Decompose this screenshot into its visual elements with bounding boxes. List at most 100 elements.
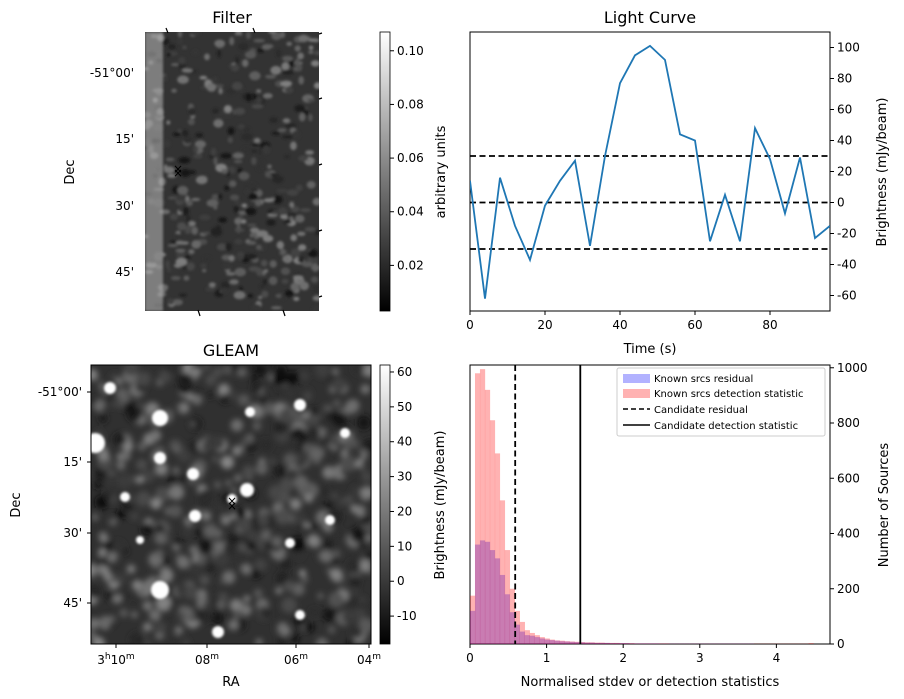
histogram-bar-residual	[634, 643, 640, 644]
gleam-noise-blob	[109, 576, 117, 584]
gleam-source	[212, 626, 224, 638]
filter-noise-blob	[251, 149, 257, 153]
filter-noise-blob	[234, 267, 246, 277]
gleam-noise-blob	[276, 571, 289, 585]
gleam-x-tick: 04m	[357, 652, 381, 667]
gleam-noise-blob	[92, 637, 105, 644]
gleam-noise-blob	[99, 615, 112, 628]
light-curve-y-tick: -20	[837, 227, 857, 241]
filter-noise-blob	[171, 88, 177, 93]
filter-noise-blob	[216, 243, 227, 251]
filter-noise-blob	[191, 226, 198, 235]
histogram-bar-detection	[629, 643, 635, 644]
filter-noise-blob	[256, 166, 263, 171]
gleam-source	[104, 382, 116, 394]
filter-noise-blob	[223, 105, 232, 114]
filter-noise-blob	[308, 50, 314, 54]
filter-noise-blob	[234, 228, 245, 232]
light-curve-x-tick: 80	[762, 318, 777, 332]
gleam-noise-blob	[285, 371, 300, 385]
filter-noise-blob	[301, 261, 313, 268]
histogram-bar-residual	[574, 642, 580, 644]
filter-noise-blob	[295, 184, 303, 192]
filter-noise-blob	[200, 263, 207, 268]
filter-colorbar-label: arbitrary units	[434, 125, 449, 218]
filter-noise-blob	[307, 257, 312, 262]
gleam-colorbar-tick: 30	[397, 470, 412, 484]
filter-noise-blob	[164, 166, 175, 174]
filter-y-tick: 30'	[115, 199, 134, 213]
light-curve-x-tick: 40	[612, 318, 627, 332]
light-curve-y-tick: 40	[837, 134, 852, 148]
filter-noise-blob	[298, 34, 309, 43]
legend-label-candidate-detection: Candidate detection statistic	[654, 421, 798, 432]
gleam-noise-blob	[359, 596, 366, 603]
filter-noise-blob	[222, 262, 232, 270]
filter-noise-blob	[220, 287, 228, 295]
filter-noise-blob	[233, 291, 246, 300]
gleam-noise-blob	[245, 365, 256, 373]
filter-noise-blob	[282, 256, 290, 262]
histogram-bar-detection	[479, 369, 486, 644]
gleam-noise-blob	[151, 567, 162, 579]
filter-noise-blob	[280, 32, 286, 39]
gleam-noise-blob	[116, 473, 133, 490]
filter-noise-blob	[177, 32, 183, 38]
filter-noise-blob	[238, 171, 250, 181]
gleam-noise-blob	[195, 608, 210, 624]
gleam-noise-blob	[315, 365, 331, 379]
gleam-noise-blob	[293, 513, 306, 527]
gleam-noise-blob	[172, 467, 180, 474]
gleam-noise-blob	[186, 613, 196, 623]
gleam-y-tick: -51°00'	[38, 385, 82, 399]
gleam-noise-blob	[304, 388, 312, 397]
filter-noise-blob	[299, 281, 309, 291]
filter-noise-blob	[282, 69, 294, 76]
filter-noise-blob	[181, 68, 193, 73]
gleam-noise-blob	[123, 401, 138, 416]
gleam-noise-blob	[199, 575, 210, 586]
gleam-noise-blob	[201, 441, 213, 452]
filter-noise-blob	[256, 230, 269, 238]
histogram-x-tick: 1	[543, 651, 551, 665]
filter-noise-blob	[283, 219, 292, 225]
gleam-noise-blob	[168, 484, 185, 500]
gleam-noise-blob	[111, 593, 123, 604]
histogram-bar-residual	[644, 643, 650, 644]
filter-colorbar-tick: 0.02	[397, 258, 424, 272]
filter-noise-blob	[272, 195, 283, 204]
histogram-bar-detection	[470, 595, 476, 644]
gleam-x-tick: 3h10m	[97, 652, 134, 667]
filter-noise-blob	[281, 278, 289, 284]
gleam-noise-blob	[253, 588, 263, 598]
filter-noise-blob	[253, 38, 265, 43]
gleam-noise-blob	[191, 394, 203, 405]
filter-noise-blob	[281, 292, 286, 301]
filter-noise-blob	[244, 207, 257, 216]
gleam-noise-blob	[124, 502, 133, 511]
filter-noise-blob	[240, 219, 247, 224]
filter-marker-red: ×	[173, 166, 183, 180]
gleam-noise-blob	[350, 526, 366, 543]
gleam-noise-blob	[165, 365, 177, 374]
filter-noise-blob	[277, 128, 287, 133]
gleam-y-tick: 30'	[63, 526, 82, 540]
filter-noise-blob	[165, 260, 170, 269]
filter-noise-blob	[165, 157, 175, 162]
gleam-noise-blob	[309, 413, 320, 424]
light-curve-y-tick: 80	[837, 72, 852, 86]
filter-noise-blob	[212, 108, 220, 114]
histogram-bar-detection	[589, 642, 595, 644]
gleam-noise-blob	[219, 578, 226, 585]
filter-noise-blob	[167, 243, 179, 248]
filter-noise-blob	[234, 199, 241, 208]
gleam-noise-blob	[331, 411, 348, 428]
filter-noise-blob	[259, 284, 265, 289]
histogram-bar-detection	[499, 500, 506, 644]
gleam-source	[187, 468, 199, 480]
gleam-noise-blob	[149, 609, 161, 622]
filter-noise-blob	[229, 180, 237, 188]
gleam-noise-blob	[332, 368, 340, 375]
gleam-panel: GLEAM ×× Dec RA -51°00' 15' 30' 45' 3h10m 08…	[9, 341, 448, 690]
gleam-noise-blob	[275, 587, 283, 595]
